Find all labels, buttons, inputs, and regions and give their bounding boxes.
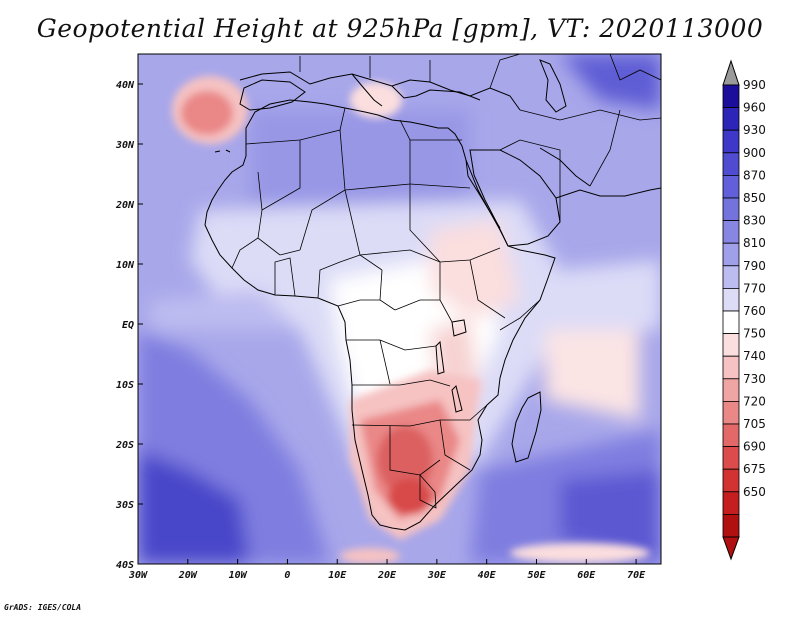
- canary-islands: [214, 149, 231, 153]
- lon-tick-label: 50E: [527, 570, 546, 581]
- colorbar-swatch: [722, 468, 740, 493]
- colorbar-level-label: 760: [743, 304, 766, 318]
- lon-tick-label: 30E: [427, 570, 447, 581]
- colorbar-swatch: [722, 84, 740, 109]
- colorbar-level-label: 730: [743, 372, 766, 386]
- lat-tick-label: 40N: [116, 80, 135, 91]
- lat-tick-label: 30N: [115, 140, 135, 151]
- colorbar-swatch: [722, 310, 740, 335]
- arabian-peninsula: [469, 149, 561, 247]
- colorbar-swatch: [722, 491, 740, 515]
- east-africa-highland: [430, 220, 520, 320]
- lake-malawi: [451, 385, 463, 413]
- lon-tick-label: 10W: [229, 570, 248, 581]
- lon-tick-label: 10E: [328, 570, 347, 581]
- colorbar-swatch: [722, 400, 740, 425]
- azores-high-inner: [181, 91, 233, 135]
- cape-south-cell: [340, 548, 400, 564]
- red-sea: [465, 159, 501, 229]
- colorbar-swatch: [722, 152, 740, 176]
- lat-tick-label: 10S: [116, 380, 134, 391]
- country-borders: [231, 54, 661, 509]
- colorbar-level-label: 750: [743, 327, 766, 341]
- kalahari-low: [377, 426, 433, 494]
- lat-tick-label: 10N: [116, 260, 135, 271]
- colorbar-level-label: 830: [743, 214, 766, 228]
- axis-ticks: 30W 20W 10W 0 10E 20E 30E 40E 50E 60E 70E 40N 30N 20N…: [115, 80, 646, 581]
- lat-tick-label: 20N: [115, 200, 135, 211]
- northeast-low: [560, 54, 661, 110]
- madagascar: [511, 391, 542, 463]
- south-indian-ocean-deep: [560, 470, 661, 564]
- southwest-atlantic-deep: [138, 450, 250, 564]
- colorbar-level-label: 770: [743, 281, 766, 295]
- colorbar-swatch: [722, 197, 740, 222]
- colorbar-level-label: 870: [743, 168, 766, 182]
- colorbar-swatch: [722, 174, 740, 199]
- persian-gulf: [539, 147, 591, 187]
- lon-tick-label: 40E: [478, 570, 497, 581]
- map-title: Geopotential Height at 925hPa [gpm], VT:…: [36, 14, 764, 43]
- colorbar-bottom-arrow: [722, 536, 740, 561]
- lon-tick-label: 60E: [577, 570, 596, 581]
- colorbar-swatch: [722, 265, 740, 289]
- lon-tick-label: 20E: [377, 570, 397, 581]
- lat-tick-label: EQ: [122, 320, 134, 331]
- colorbar-swatch: [722, 129, 740, 154]
- mediterranean-high: [350, 82, 402, 118]
- lat-tick-label: 20S: [115, 440, 134, 451]
- colorbar-level-label: 720: [743, 394, 766, 408]
- colorbar-level-label: 930: [743, 123, 766, 137]
- colorbar-swatch: [722, 355, 740, 380]
- colorbar-swatch: [722, 423, 740, 448]
- lon-tick-label: 20W: [178, 570, 198, 581]
- colorbar-swatch: [722, 242, 740, 267]
- sahara-field: [250, 110, 470, 210]
- lon-tick-label: 30W: [128, 570, 148, 581]
- iberia: [239, 79, 306, 111]
- colorbar-level-label: 675: [743, 462, 766, 476]
- greece-turkey: [391, 85, 481, 101]
- colorbar: 990 960 930 900 870 850 830 810 790 770 760 750 740 7…: [722, 59, 766, 561]
- colorbar-level-label: 740: [743, 349, 766, 363]
- italy: [351, 73, 383, 107]
- highveld-low: [388, 479, 432, 515]
- colorbar-swatch: [722, 378, 740, 402]
- plot-frame: [137, 53, 662, 565]
- iran-coast: [555, 187, 661, 199]
- colorbar-swatch: [722, 333, 740, 357]
- colorbar-top-arrow: [722, 59, 740, 86]
- colorbar-swatch: [722, 107, 740, 131]
- lon-tick-label: 0: [284, 570, 290, 581]
- colorbar-swatch: [722, 287, 740, 312]
- colorbar-level-label: 810: [743, 236, 766, 250]
- colorbar-swatch: [722, 514, 740, 538]
- lat-tick-label: 40S: [116, 560, 134, 571]
- lon-tick-label: 70E: [627, 570, 646, 581]
- lake-tanganyika: [435, 340, 445, 375]
- colorbar-level-label: 690: [743, 440, 766, 454]
- caspian-sea: [539, 59, 567, 113]
- colorbar-level-label: 900: [743, 146, 766, 160]
- africa-coastline: [204, 99, 556, 531]
- grads-credit: GrADS: IGES/COLA: [4, 603, 82, 612]
- colorbar-level-label: 790: [743, 259, 766, 273]
- lat-tick-label: 30S: [115, 500, 134, 511]
- colorbar-level-label: 960: [743, 101, 766, 115]
- colorbar-level-label: 705: [743, 417, 766, 431]
- indian-ocean-high: [545, 330, 640, 420]
- colorbar-level-label: 650: [743, 485, 766, 499]
- height-field: [138, 54, 661, 564]
- south-band-high: [510, 543, 650, 563]
- gulf-of-guinea: [150, 290, 300, 330]
- colorbar-level-label: 850: [743, 191, 766, 205]
- lake-victoria: [451, 319, 467, 337]
- coastlines: [204, 59, 661, 531]
- colorbar-swatch: [722, 446, 740, 470]
- colorbar-level-label: 990: [743, 78, 766, 92]
- colorbar-swatch: [722, 220, 740, 244]
